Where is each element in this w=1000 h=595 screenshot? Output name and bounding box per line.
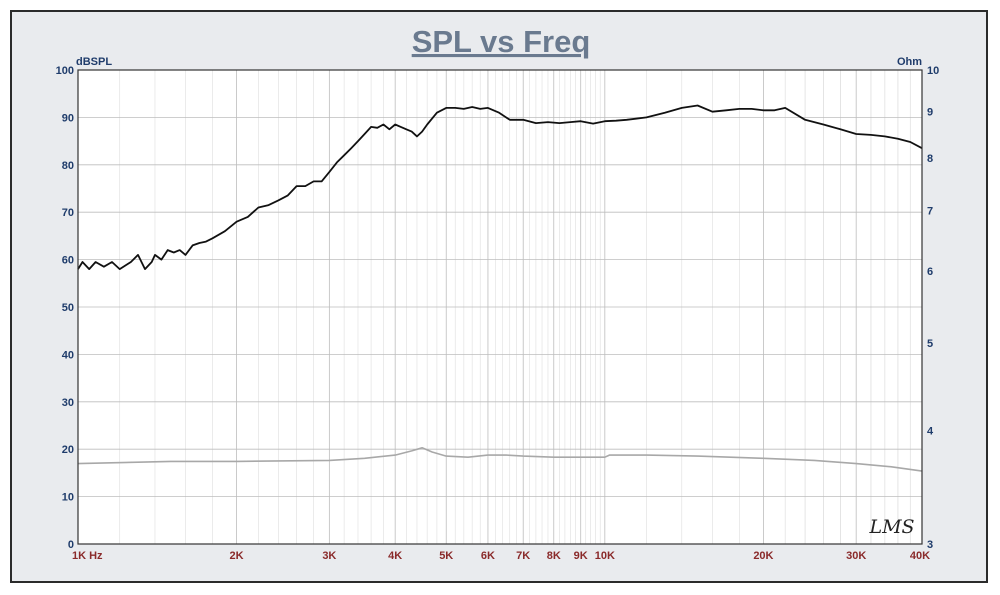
left-tick-5: 50 <box>62 302 74 314</box>
x-tick-9: 10K <box>595 550 615 562</box>
left-tick-1: 10 <box>62 492 74 504</box>
x-tick-12: 40K <box>910 550 930 562</box>
x-tick-3: 4K <box>388 550 402 562</box>
left-tick-6: 60 <box>62 255 74 267</box>
right-tick-5: 8 <box>927 153 933 165</box>
right-tick-2: 5 <box>927 338 933 350</box>
right-tick-0: 3 <box>927 539 933 551</box>
left-tick-4: 40 <box>62 349 74 361</box>
spl-chart: SPL vs Freq dBSPL Ohm 0 10 20 30 40 50 60 70 80 9… <box>56 24 940 562</box>
spl-curve <box>77 104 923 271</box>
x-tick-8: 9K <box>574 550 588 562</box>
x-tick-7: 8K <box>547 550 561 562</box>
right-tick-6: 9 <box>927 106 933 118</box>
x-tick-6: 7K <box>516 550 530 562</box>
lms-logo: LMS <box>868 516 914 538</box>
x-tick-4: 5K <box>439 550 453 562</box>
right-tick-7: 10 <box>927 65 939 77</box>
right-tick-1: 4 <box>927 426 934 438</box>
left-tick-10: 100 <box>56 65 74 77</box>
x-tick-0: 1K Hz <box>72 550 103 562</box>
right-axis-label: Ohm <box>897 56 922 68</box>
right-tick-4: 7 <box>927 205 933 217</box>
x-tick-2: 3K <box>322 550 336 562</box>
left-tick-0: 0 <box>68 539 74 551</box>
left-axis-label: dBSPL <box>76 56 112 68</box>
left-tick-8: 80 <box>62 160 74 172</box>
grid <box>78 70 922 544</box>
chart-title: SPL vs Freq <box>412 24 591 59</box>
left-tick-9: 90 <box>62 112 74 124</box>
impedance-curve <box>77 446 923 472</box>
x-tick-1: 2K <box>230 550 244 562</box>
left-tick-7: 70 <box>62 207 74 219</box>
x-axis-ticks: 1K Hz 2K 3K 4K 5K 6K 7K 8K 9K 10K 20K 30K 40K <box>72 550 930 562</box>
chart-frame: SPL vs Freq dBSPL Ohm 0 10 20 30 40 50 60 70 80 9… <box>10 10 988 583</box>
left-tick-2: 20 <box>62 444 74 456</box>
left-tick-3: 30 <box>62 397 74 409</box>
right-axis-ticks: 3 4 5 6 7 8 9 10 <box>927 65 939 551</box>
x-tick-5: 6K <box>481 550 495 562</box>
left-axis-ticks: 0 10 20 30 40 50 60 70 80 90 100 <box>56 65 74 551</box>
plot-border <box>77 69 923 545</box>
x-tick-11: 30K <box>846 550 866 562</box>
series-group <box>77 104 923 472</box>
right-tick-3: 6 <box>927 266 933 278</box>
x-tick-10: 20K <box>753 550 773 562</box>
